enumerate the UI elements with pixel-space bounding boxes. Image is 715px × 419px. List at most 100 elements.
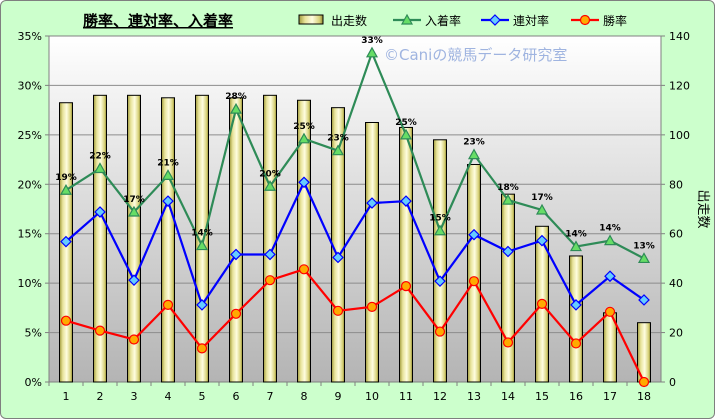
marker xyxy=(433,224,447,236)
right-tick-label: 0 xyxy=(669,376,676,389)
right-tick-label: 80 xyxy=(669,178,683,191)
marker xyxy=(298,264,310,275)
data-label: 14% xyxy=(599,224,621,234)
x-tick-label: 15 xyxy=(535,390,549,403)
legend-label: 勝率 xyxy=(603,13,627,28)
data-label: 28% xyxy=(225,92,247,102)
data-label: 19% xyxy=(55,173,77,183)
right-tick-label: 100 xyxy=(669,129,690,142)
right-tick-label: 60 xyxy=(669,228,683,241)
data-label: 25% xyxy=(395,118,417,128)
bar xyxy=(263,94,277,383)
marker xyxy=(264,275,276,286)
marker xyxy=(400,281,412,292)
x-tick-label: 7 xyxy=(267,390,274,403)
marker xyxy=(365,46,379,58)
legend-label: 連対率 xyxy=(513,13,549,28)
marker xyxy=(501,193,515,205)
x-tick-label: 11 xyxy=(399,390,413,403)
x-tick-label: 13 xyxy=(467,390,481,403)
bar xyxy=(229,97,243,383)
data-label: 23% xyxy=(463,138,485,148)
marker xyxy=(468,276,480,287)
series-line xyxy=(65,179,645,308)
label-layer: 19% 22% 17% 21% 14% 28% 20% 25% 23% 33% 25% 15% 23% 1… xyxy=(55,36,655,252)
x-tick-label: 5 xyxy=(199,390,206,403)
bar xyxy=(433,139,447,383)
marker xyxy=(502,337,514,348)
marker xyxy=(579,14,591,26)
bar xyxy=(195,94,209,383)
marker xyxy=(128,334,140,345)
marker xyxy=(196,343,208,354)
bar xyxy=(501,193,515,383)
marker xyxy=(570,338,582,349)
x-tick-label: 6 xyxy=(233,390,240,403)
bar xyxy=(297,99,311,383)
data-label: 13% xyxy=(633,241,655,251)
marker xyxy=(535,203,549,215)
x-tick-label: 3 xyxy=(131,390,138,403)
data-label: 33% xyxy=(361,36,383,46)
left-tick-label: 25% xyxy=(18,129,42,142)
x-tick-label: 14 xyxy=(501,390,515,403)
marker xyxy=(264,248,276,261)
marker xyxy=(569,240,583,252)
marker xyxy=(332,251,344,264)
right-axis-label: 出走数 xyxy=(695,189,710,228)
marker xyxy=(400,13,414,25)
x-tick-label: 9 xyxy=(335,390,342,403)
marker xyxy=(93,162,107,174)
marker xyxy=(603,234,617,246)
marker xyxy=(536,234,548,247)
data-label: 18% xyxy=(497,183,519,193)
marker xyxy=(94,325,106,336)
data-label: 14% xyxy=(191,229,213,239)
legend-swatch xyxy=(298,14,324,25)
left-tick-label: 5% xyxy=(25,327,42,340)
data-label: 20% xyxy=(259,169,281,179)
bar xyxy=(467,164,481,383)
data-label: 17% xyxy=(123,195,145,205)
bar xyxy=(161,97,175,383)
marker xyxy=(366,301,378,312)
right-tick-label: 140 xyxy=(669,30,690,43)
marker xyxy=(331,144,345,156)
marker xyxy=(570,299,582,311)
marker xyxy=(434,326,446,337)
watermark-text: ©Caniの競馬データ研究室 xyxy=(384,46,567,64)
marker xyxy=(127,205,141,217)
data-label: 25% xyxy=(293,122,315,132)
right-tick-label: 20 xyxy=(669,327,683,340)
series-line xyxy=(65,49,645,260)
marker xyxy=(230,248,242,261)
data-label: 22% xyxy=(89,151,111,161)
marker xyxy=(94,206,106,218)
data-label: 23% xyxy=(327,134,349,144)
left-tick-label: 15% xyxy=(18,228,42,241)
axis-layer: 0% 5% 10% 15% 20% 25% 30% 35% 0 20 40 60 80 100 120 140… xyxy=(18,30,690,403)
marker xyxy=(400,195,412,207)
marker xyxy=(604,306,616,317)
marker xyxy=(128,274,140,287)
marker xyxy=(489,14,501,26)
marker xyxy=(162,195,174,207)
x-tick-label: 16 xyxy=(569,390,583,403)
legend: 出走数 入着率 連対率 勝率 xyxy=(298,13,627,28)
marker xyxy=(637,252,651,264)
marker xyxy=(229,102,243,114)
line-layer xyxy=(59,46,651,388)
marker xyxy=(332,305,344,316)
x-tick-label: 10 xyxy=(365,390,379,403)
marker xyxy=(60,235,72,248)
bar xyxy=(365,122,379,383)
marker xyxy=(298,176,310,189)
chart-title: 勝率、連対率、入着率 xyxy=(83,12,233,30)
right-tick-label: 120 xyxy=(669,79,690,92)
legend-label: 出走数 xyxy=(331,13,367,28)
marker xyxy=(536,298,548,310)
x-tick-label: 2 xyxy=(97,390,104,403)
marker xyxy=(604,270,616,283)
